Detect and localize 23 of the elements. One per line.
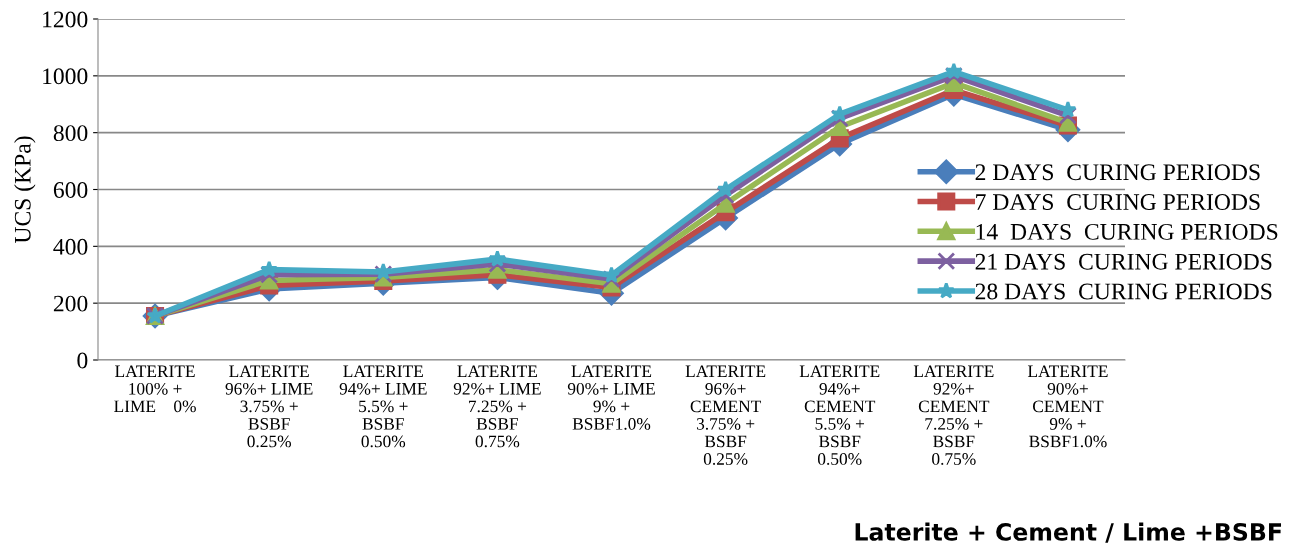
y-tick-label: 1200	[43, 11, 88, 28]
y-tick-label: 600	[53, 181, 88, 198]
x-tick-label: LATERITE 92%+ CEMENT 7.25% + BSBF 0.75%	[913, 365, 994, 465]
y-tick-label: 400	[53, 238, 88, 255]
x-tick-label: LATERITE 90%+ LIME 9% + BSBF1.0%	[567, 365, 655, 430]
x-tick-label: LATERITE 94%+ LIME 5.5% + BSBF 0.50%	[339, 365, 427, 448]
legend-label: 21 DAYS CURING PERIODS	[975, 253, 1272, 270]
legend-label: 7 DAYS CURING PERIODS	[976, 194, 1260, 210]
legend-label: 2 DAYS CURING PERIODS	[975, 164, 1260, 181]
x-axis-title: Laterite + Cement / Lime +BSBF	[855, 522, 1282, 543]
y-tick-label: 200	[53, 295, 88, 312]
x-tick-label: LATERITE 96%+ LIME 3.75% + BSBF 0.25%	[225, 365, 313, 448]
x-tick-label: LATERITE 94%+ CEMENT 5.5% + BSBF 0.50%	[799, 365, 880, 465]
x-tick-label: LATERITE 100% + LIME 0%	[114, 365, 196, 413]
y-tick-label: 0	[77, 352, 88, 369]
x-tick-label: LATERITE 92%+ LIME 7.25% + BSBF 0.75%	[453, 365, 541, 448]
legend-label: 28 DAYS CURING PERIODS	[975, 283, 1272, 300]
legend-label: 14 DAYS CURING PERIODS	[976, 223, 1278, 240]
y-axis-title: UCS (KPa)	[14, 136, 36, 244]
x-tick-label: LATERITE 96%+ CEMENT 3.75% + BSBF 0.25%	[685, 365, 766, 465]
y-tick-label: 800	[53, 125, 88, 142]
y-tick-label: 1000	[43, 68, 88, 85]
x-tick-label: LATERITE 90%+ CEMENT 9% + BSBF1.0%	[1027, 365, 1108, 448]
